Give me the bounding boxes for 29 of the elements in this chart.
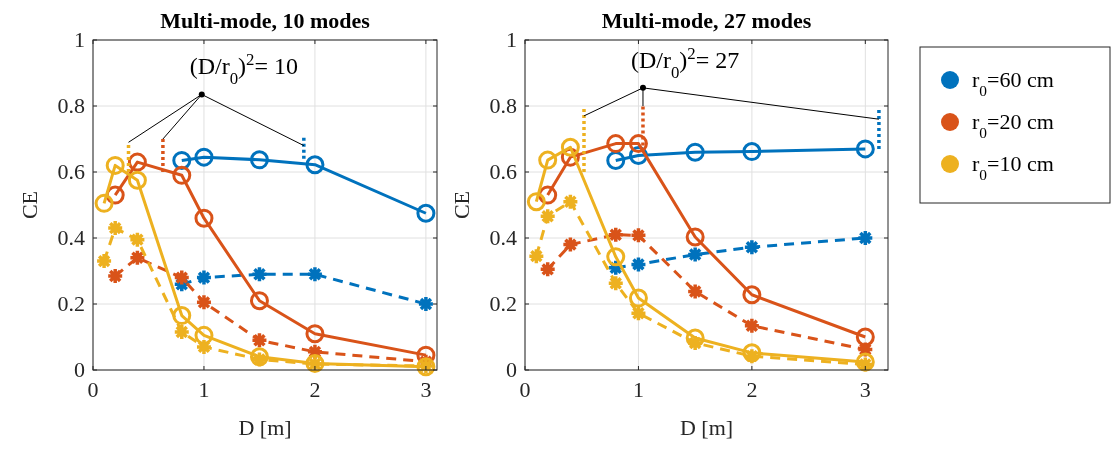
x-tick-label: 2 bbox=[309, 377, 321, 402]
y-tick-label: 0.4 bbox=[489, 225, 517, 250]
chart-title: Multi-mode, 27 modes bbox=[601, 8, 812, 33]
y-tick-label: 0.6 bbox=[57, 159, 85, 184]
x-tick-label: 2 bbox=[746, 377, 758, 402]
y-tick-label: 1 bbox=[506, 27, 517, 52]
y-tick-label: 0.6 bbox=[489, 159, 517, 184]
y-axis-title: CE bbox=[17, 190, 42, 220]
x-tick-label: 3 bbox=[859, 377, 871, 402]
y-tick-label: 0.8 bbox=[57, 93, 85, 118]
annotation: (D/r$_{0}$)$^{2}$= 27 bbox=[630, 43, 740, 82]
legend-label: r$_{0}$=20 cm bbox=[972, 109, 1054, 141]
x-axis-title: D [m] bbox=[679, 415, 734, 440]
annotation: (D/r$_{0}$)$^{2}$= 10 bbox=[189, 49, 299, 88]
x-axis-title: D [m] bbox=[238, 415, 292, 440]
x-tick-label: 1 bbox=[632, 377, 644, 402]
legend-label: r$_{0}$=60 cm bbox=[972, 67, 1054, 99]
y-axis-title: CE bbox=[449, 190, 474, 220]
legend-label: r$_{0}$=10 cm bbox=[972, 151, 1054, 183]
chart-title: Multi-mode, 10 modes bbox=[160, 8, 371, 33]
y-tick-label: 0.4 bbox=[57, 225, 85, 250]
y-tick-label: 0 bbox=[506, 357, 517, 382]
x-tick-label: 3 bbox=[420, 377, 432, 402]
y-tick-label: 0.2 bbox=[489, 291, 517, 316]
y-tick-label: 1 bbox=[74, 27, 85, 52]
x-tick-label: 1 bbox=[198, 377, 210, 402]
y-tick-label: 0.8 bbox=[489, 93, 517, 118]
y-tick-label: 0 bbox=[74, 357, 85, 382]
y-tick-label: 0.2 bbox=[57, 291, 85, 316]
